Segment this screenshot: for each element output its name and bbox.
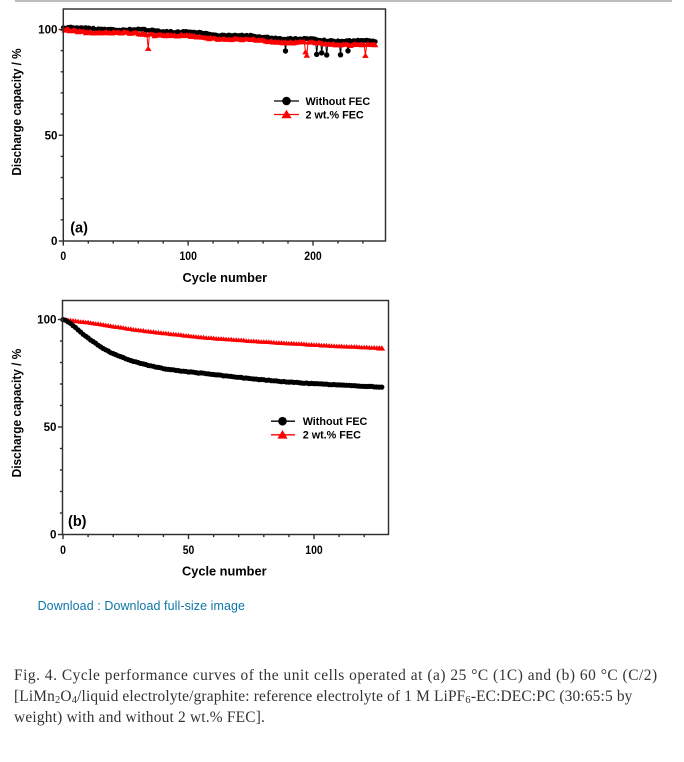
- svg-text:0: 0: [60, 251, 66, 264]
- svg-text:0: 0: [60, 545, 66, 558]
- svg-text:100: 100: [180, 251, 197, 264]
- svg-text:Cycle number: Cycle number: [182, 564, 267, 579]
- svg-text:2 wt.% FEC: 2 wt.% FEC: [303, 430, 361, 442]
- svg-text:0: 0: [51, 235, 57, 248]
- svg-text:(a): (a): [70, 221, 88, 237]
- svg-text:(b): (b): [68, 514, 87, 530]
- svg-text:Discharge capacity / %: Discharge capacity / %: [10, 48, 25, 175]
- svg-text:200: 200: [304, 251, 321, 264]
- svg-text:50: 50: [44, 421, 57, 434]
- svg-text:Without FEC: Without FEC: [306, 96, 371, 108]
- svg-text:Cycle number: Cycle number: [182, 270, 267, 285]
- svg-text:100: 100: [305, 545, 322, 558]
- svg-text:2 wt.% FEC: 2 wt.% FEC: [306, 109, 364, 121]
- svg-text:0: 0: [50, 529, 56, 542]
- svg-text:Discharge capacity / %: Discharge capacity / %: [9, 349, 24, 478]
- svg-text:100: 100: [38, 24, 57, 37]
- svg-text:50: 50: [45, 129, 58, 142]
- svg-text:50: 50: [183, 545, 195, 558]
- svg-text:Without FEC: Without FEC: [303, 416, 368, 428]
- svg-text:100: 100: [37, 314, 56, 327]
